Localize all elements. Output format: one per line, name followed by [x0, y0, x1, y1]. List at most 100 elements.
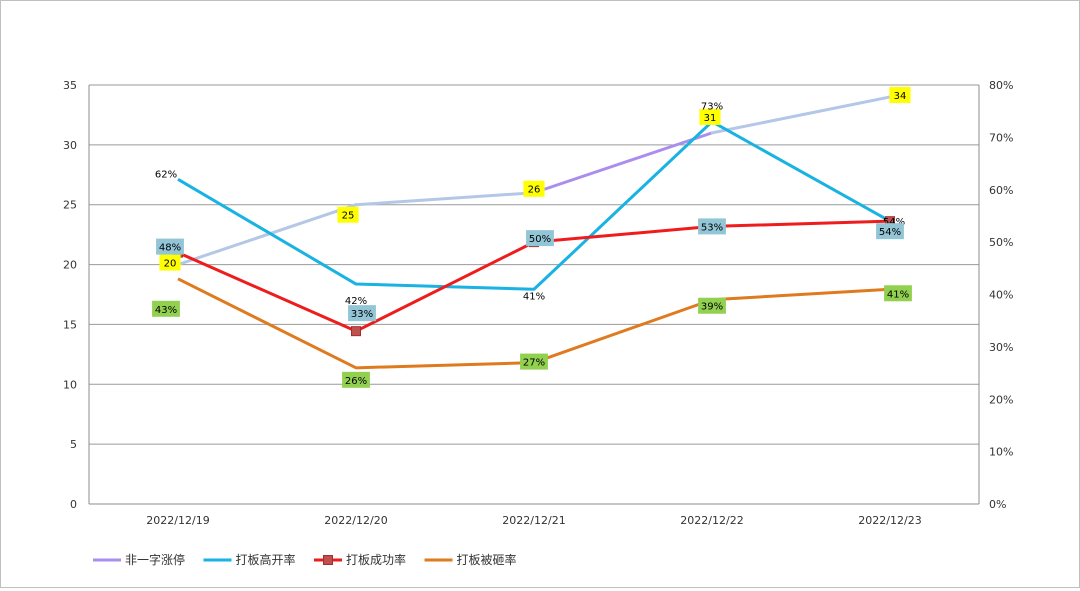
legend-item: 打板被砸率 — [424, 552, 517, 567]
data-label: 43% — [152, 300, 180, 317]
data-label: 54% — [883, 217, 905, 228]
data-label-text: 62% — [155, 169, 177, 180]
series-line-segment — [354, 191, 536, 207]
data-label: 20 — [159, 254, 181, 271]
series-line-segment — [176, 203, 358, 267]
right-tick-label: 10% — [989, 446, 1013, 459]
data-label: 26% — [342, 371, 370, 388]
data-label-text: 53% — [701, 222, 723, 233]
data-label-text: 20 — [164, 259, 177, 270]
left-tick-label: 0 — [70, 498, 77, 511]
data-label-text: 42% — [345, 296, 367, 307]
right-tick-label: 70% — [989, 131, 1013, 144]
left-tick-label: 20 — [63, 259, 77, 272]
data-label-text: 43% — [155, 305, 177, 316]
data-label-text: 39% — [701, 302, 723, 313]
left-tick-label: 35 — [63, 79, 77, 92]
legend-item: 打板高开率 — [203, 552, 296, 567]
legend-label: 非一字涨停 — [125, 552, 185, 567]
series-0 — [176, 95, 892, 267]
left-tick-label: 30 — [63, 139, 77, 152]
data-label-bg — [698, 218, 726, 235]
x-tick-label: 2022/12/23 — [858, 514, 921, 527]
left-tick-label: 10 — [63, 378, 77, 391]
legend-label: 打板成功率 — [346, 552, 406, 567]
data-label: 53% — [698, 218, 726, 235]
data-label: 62% — [155, 169, 177, 180]
series-1 — [177, 120, 891, 291]
data-label-text: 25 — [342, 211, 355, 222]
legend-marker — [323, 555, 333, 565]
data-label-text: 41% — [887, 289, 909, 300]
data-label-bg — [889, 86, 911, 103]
legend-label: 打板高开率 — [236, 552, 296, 567]
legend-item: 非一字涨停 — [93, 552, 185, 567]
data-label-bg — [156, 238, 184, 255]
right-tick-label: 30% — [989, 341, 1013, 354]
x-tick-label: 2022/12/20 — [324, 514, 387, 527]
data-label: 39% — [698, 297, 726, 314]
left-tick-label: 25 — [63, 199, 77, 212]
data-label-bg — [526, 230, 554, 247]
data-label-bg — [337, 206, 359, 223]
data-label-text: 33% — [351, 309, 373, 320]
data-label-text: 50% — [529, 234, 551, 245]
right-tick-label: 50% — [989, 236, 1013, 249]
data-label-bg — [876, 223, 904, 240]
data-label-text: 26 — [528, 185, 541, 196]
data-label-bg — [152, 300, 180, 317]
data-label-bg — [698, 297, 726, 314]
data-label-bg — [523, 180, 545, 197]
data-label-text: 54% — [883, 217, 905, 228]
data-label: 25 — [337, 206, 359, 223]
data-label: 50% — [526, 230, 554, 247]
axes: 0 5 10 15 20 25 30 35 0% 10% 20% 30% 40% 50% 60% 70% 80%… — [63, 79, 1013, 527]
x-tick-label: 2022/12/21 — [502, 514, 565, 527]
data-label-bg — [699, 108, 721, 125]
data-label: 27% — [520, 353, 548, 370]
data-label-text: 48% — [159, 243, 181, 254]
data-label-bg — [342, 371, 370, 388]
right-tick-label: 20% — [989, 393, 1013, 406]
data-label: 34 — [889, 86, 911, 103]
data-label: 41% — [884, 285, 912, 302]
data-label-bg — [520, 353, 548, 370]
right-tick-label: 40% — [989, 289, 1013, 302]
data-label-text: 31 — [704, 113, 717, 124]
data-label-bg — [884, 285, 912, 302]
data-label: 54% — [876, 223, 904, 240]
data-label-text: 27% — [523, 358, 545, 369]
legend-item: 打板成功率 — [314, 552, 406, 567]
legend: 非一字涨停 打板高开率 打板成功率 打板被砸率 — [93, 552, 517, 567]
data-label-text: 34 — [894, 91, 907, 102]
data-label: 26 — [523, 180, 545, 197]
legend-label: 打板被砸率 — [457, 552, 517, 567]
data-label: 48% — [156, 238, 184, 255]
data-label-bg — [159, 254, 181, 271]
data-label: 42% — [345, 296, 367, 307]
data-label-text: 54% — [879, 227, 901, 238]
gridlines — [89, 84, 979, 505]
data-label: 33% — [348, 305, 376, 322]
x-tick-label: 2022/12/22 — [680, 514, 743, 527]
data-label-text: 41% — [523, 291, 545, 302]
data-label: 73% — [701, 102, 723, 113]
series-marker — [351, 326, 361, 337]
left-tick-label: 5 — [70, 438, 77, 451]
left-tick-label: 15 — [63, 318, 77, 331]
data-label-bg — [348, 305, 376, 322]
data-label-text: 73% — [701, 102, 723, 113]
right-tick-label: 0% — [989, 498, 1006, 511]
x-tick-label: 2022/12/19 — [146, 514, 209, 527]
right-tick-label: 60% — [989, 184, 1013, 197]
series-line — [177, 120, 891, 291]
data-labels: 20 25 26 31 34 62% 42% 41% 73% 54% 48% 33% 50% 53% 54%… — [152, 86, 912, 388]
series-line-segment — [710, 95, 892, 135]
series-line-segment — [532, 131, 714, 195]
data-label: 41% — [523, 291, 545, 302]
data-label: 31 — [699, 108, 721, 125]
right-tick-label: 80% — [989, 79, 1013, 92]
data-label-text: 26% — [345, 376, 367, 387]
